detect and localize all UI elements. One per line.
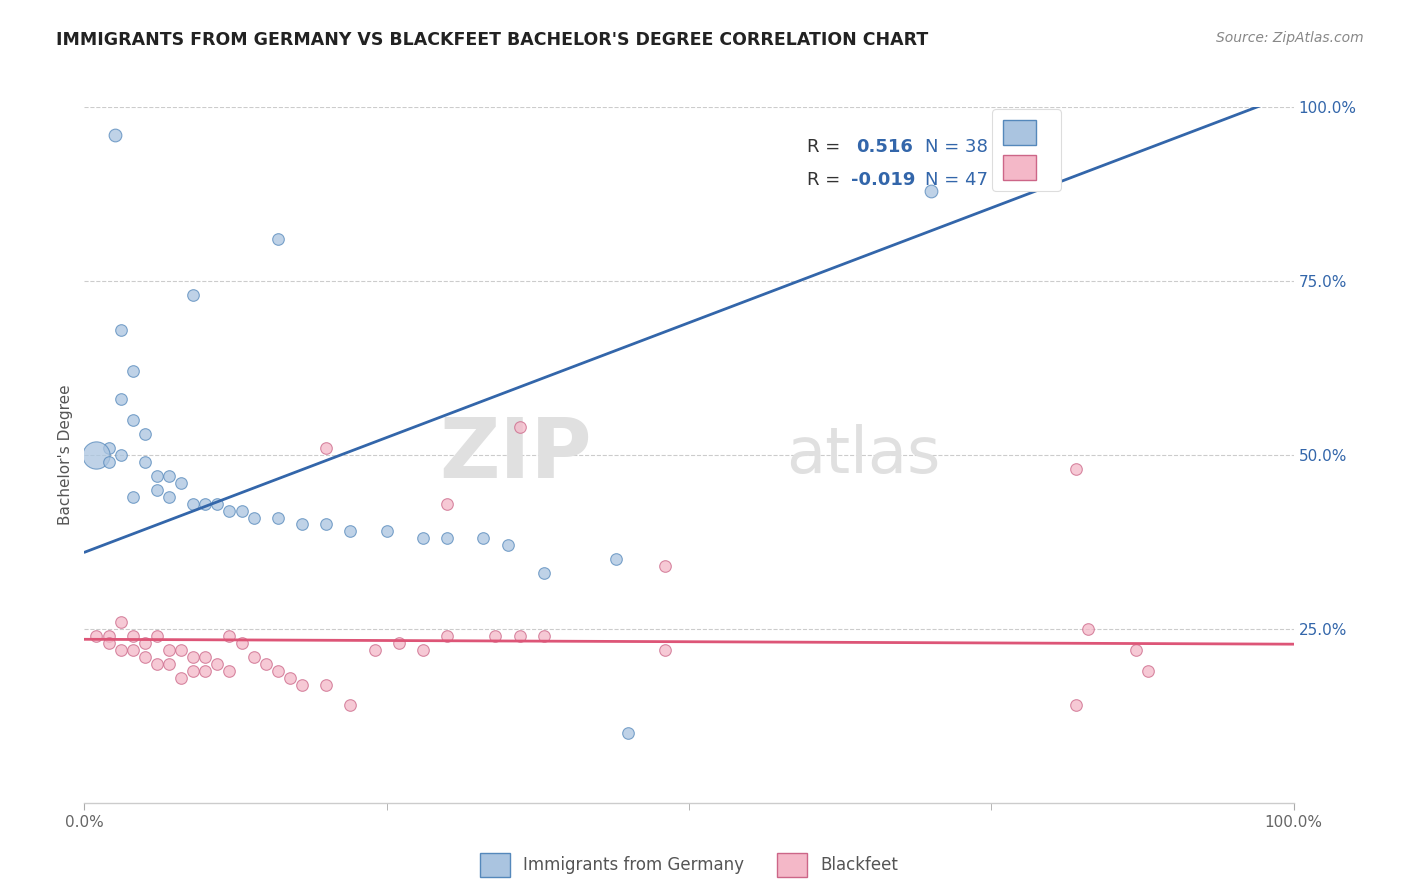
Point (170, 671, 193, 685)
Legend: Immigrants from Germany, Blackfeet: Immigrants from Germany, Blackfeet (471, 845, 907, 885)
Point (157, 642, 180, 657)
Y-axis label: Bachelor's Degree: Bachelor's Degree (58, 384, 73, 525)
Point (146, 468, 169, 483)
Point (110, 642, 132, 657)
Point (110, 323, 132, 337)
Point (920, 184, 942, 198)
Point (121, 642, 143, 657)
Point (1077, 622, 1099, 636)
Text: R =: R = (807, 171, 846, 189)
Point (110, 448, 132, 462)
Point (315, 677, 337, 691)
Point (110, 392, 132, 407)
Point (104, 128, 127, 142)
Point (157, 657, 180, 671)
Point (291, 677, 314, 691)
Point (654, 559, 676, 574)
Point (533, 629, 555, 643)
Point (388, 636, 411, 650)
Point (496, 538, 519, 552)
Point (170, 642, 193, 657)
Point (207, 497, 229, 511)
Point (242, 649, 264, 664)
Point (533, 566, 555, 581)
Point (436, 532, 458, 546)
Point (1064, 462, 1087, 476)
Text: ZIP: ZIP (440, 415, 592, 495)
Point (412, 642, 434, 657)
Point (97, 441, 120, 455)
Point (110, 615, 132, 629)
Text: N = 38: N = 38 (925, 138, 987, 156)
Point (339, 698, 361, 713)
Point (363, 642, 385, 657)
Point (121, 364, 143, 378)
Point (134, 455, 156, 469)
Point (134, 649, 156, 664)
Text: IMMIGRANTS FROM GERMANY VS BLACKFEET BACHELOR'S DEGREE CORRELATION CHART: IMMIGRANTS FROM GERMANY VS BLACKFEET BAC… (56, 31, 928, 49)
Point (218, 503, 240, 517)
Point (436, 629, 458, 643)
Text: atlas: atlas (786, 424, 941, 486)
Point (121, 413, 143, 427)
Point (472, 532, 495, 546)
Point (291, 517, 314, 532)
Point (617, 726, 640, 740)
Point (207, 657, 229, 671)
Point (231, 503, 253, 517)
Point (134, 636, 156, 650)
Point (654, 642, 676, 657)
Point (146, 657, 169, 671)
Point (1064, 698, 1087, 713)
Text: Source: ZipAtlas.com: Source: ZipAtlas.com (1216, 31, 1364, 45)
Point (412, 532, 434, 546)
Point (605, 552, 627, 566)
Point (315, 517, 337, 532)
Point (1137, 664, 1160, 678)
Point (170, 475, 193, 490)
Point (267, 510, 290, 524)
Point (1125, 642, 1147, 657)
Point (181, 288, 204, 302)
Text: -0.019: -0.019 (851, 171, 915, 189)
Point (97, 629, 120, 643)
Point (315, 441, 337, 455)
Point (278, 671, 301, 685)
Point (339, 524, 361, 539)
Point (242, 510, 264, 524)
Point (436, 497, 458, 511)
Point (267, 664, 290, 678)
Text: R =: R = (807, 138, 846, 156)
Point (231, 636, 253, 650)
Point (121, 490, 143, 504)
Point (97, 636, 120, 650)
Point (86, 448, 108, 462)
Point (375, 524, 398, 539)
Point (267, 232, 290, 246)
Point (509, 420, 531, 434)
Point (484, 629, 506, 643)
Point (194, 497, 217, 511)
Point (86, 629, 108, 643)
Point (194, 664, 217, 678)
Point (146, 483, 169, 497)
Text: N = 47: N = 47 (925, 171, 988, 189)
Point (181, 649, 204, 664)
Point (218, 664, 240, 678)
Point (181, 497, 204, 511)
Point (218, 629, 240, 643)
Point (97, 455, 120, 469)
Text: 0.516: 0.516 (856, 138, 912, 156)
Point (157, 468, 180, 483)
Point (134, 427, 156, 442)
Point (157, 490, 180, 504)
Point (509, 629, 531, 643)
Point (181, 664, 204, 678)
Point (194, 649, 217, 664)
Point (146, 629, 169, 643)
Point (254, 657, 277, 671)
Point (121, 629, 143, 643)
